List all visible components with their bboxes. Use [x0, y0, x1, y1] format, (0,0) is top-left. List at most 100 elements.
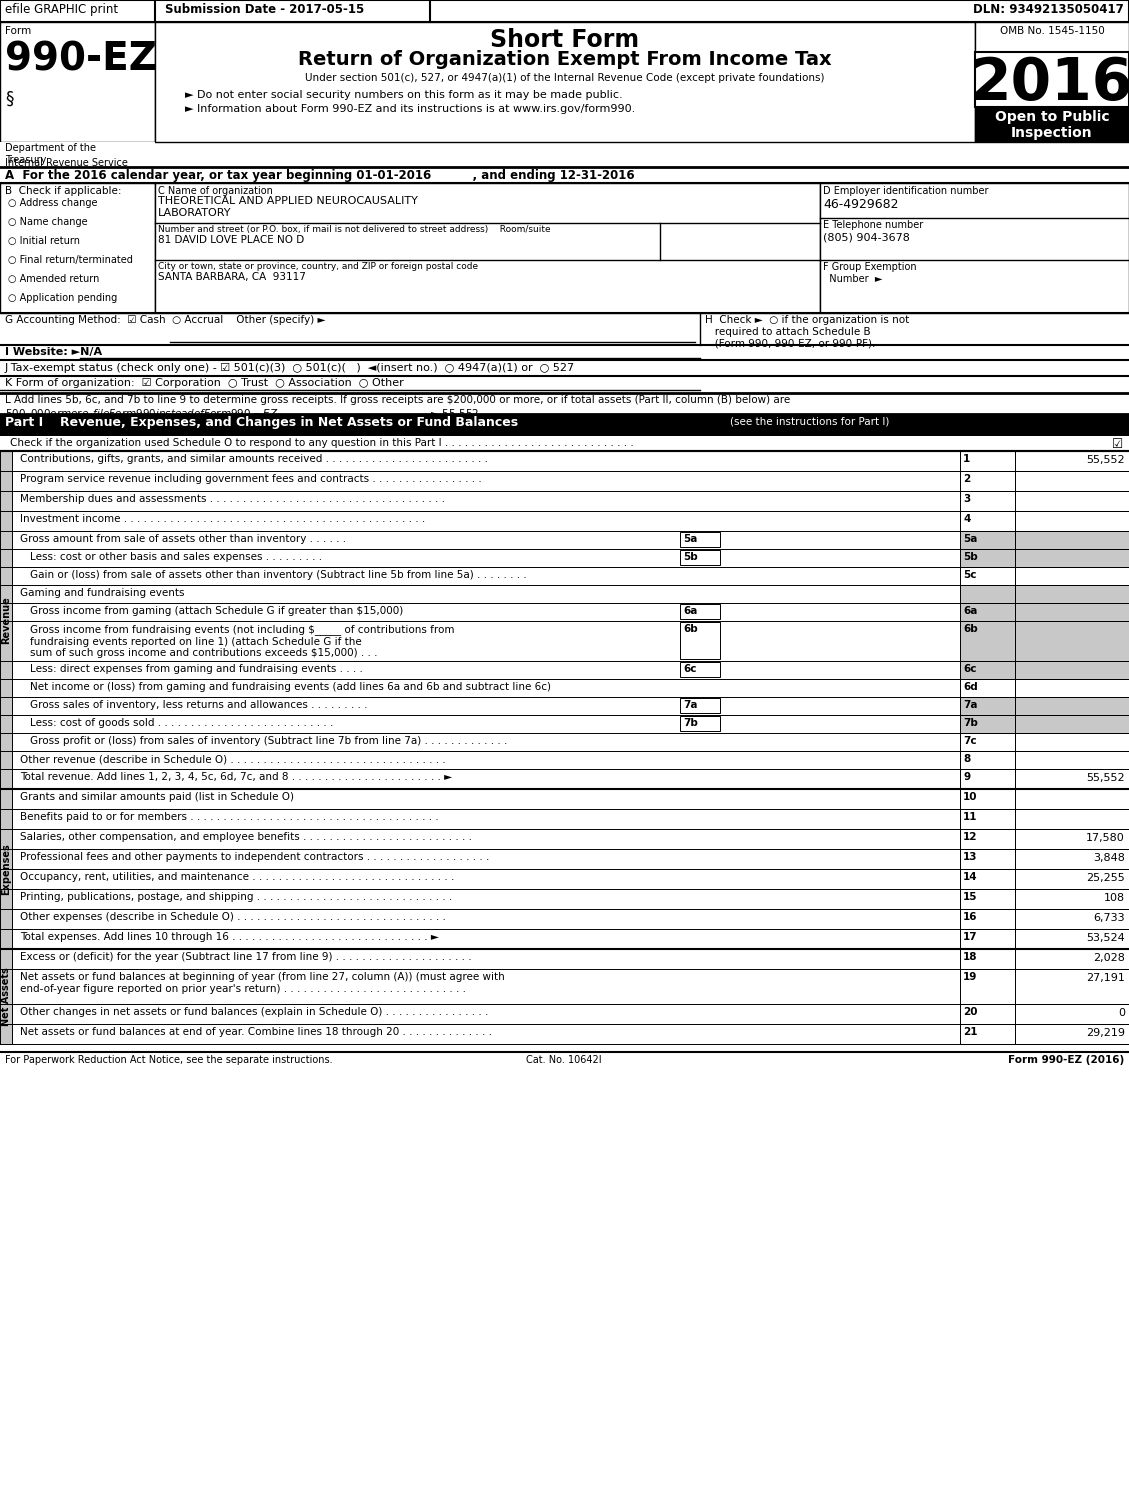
Text: ☑: ☑: [1112, 438, 1123, 450]
Text: Grants and similar amounts paid (list in Schedule O): Grants and similar amounts paid (list in…: [20, 792, 294, 803]
Text: Excess or (deficit) for the year (Subtract line 17 from line 9) . . . . . . . . : Excess or (deficit) for the year (Subtra…: [20, 952, 472, 962]
Bar: [960, 550, 1015, 566]
Text: 17,580: 17,580: [1086, 833, 1124, 843]
Text: C Name of organization: C Name of organization: [158, 187, 273, 196]
Bar: [960, 849, 1015, 869]
Bar: [960, 471, 1015, 491]
Text: 6a: 6a: [683, 605, 698, 616]
Text: Net assets or fund balances at end of year. Combine lines 18 through 20 . . . . : Net assets or fund balances at end of ye…: [20, 1027, 492, 1038]
Bar: [0, 789, 12, 949]
Bar: [960, 620, 1015, 661]
Text: Gain or (loss) from sale of assets other than inventory (Subtract line 5b from l: Gain or (loss) from sale of assets other…: [30, 569, 527, 580]
Bar: [1015, 584, 1129, 602]
Bar: [680, 715, 720, 730]
Text: 12: 12: [963, 831, 978, 842]
Bar: [0, 0, 1129, 23]
Text: 55,552: 55,552: [1086, 455, 1124, 465]
Bar: [960, 770, 1015, 789]
Bar: [1015, 809, 1129, 828]
Text: 15: 15: [963, 892, 978, 902]
Text: Net Assets: Net Assets: [1, 967, 11, 1026]
Text: OMB No. 1545-1150: OMB No. 1545-1150: [999, 26, 1104, 36]
Bar: [1015, 849, 1129, 869]
Text: E Telephone number: E Telephone number: [823, 220, 924, 230]
Text: Gross sales of inventory, less returns and allowances . . . . . . . . .: Gross sales of inventory, less returns a…: [30, 700, 368, 709]
Bar: [960, 620, 1129, 661]
Text: 7b: 7b: [683, 718, 698, 727]
Bar: [1015, 751, 1129, 770]
Text: 8: 8: [963, 755, 970, 764]
Bar: [680, 532, 720, 547]
Bar: [975, 23, 1129, 53]
Bar: [960, 968, 1015, 1005]
Bar: [680, 663, 720, 678]
Text: 14: 14: [963, 872, 978, 883]
Bar: [0, 184, 155, 313]
Text: Part I: Part I: [5, 416, 43, 429]
Text: Check if the organization used Schedule O to respond to any question in this Par: Check if the organization used Schedule …: [10, 438, 637, 447]
Text: Program service revenue including government fees and contracts . . . . . . . . : Program service revenue including govern…: [20, 474, 482, 483]
Text: Gross income from gaming (attach Schedule G if greater than $15,000): Gross income from gaming (attach Schedul…: [30, 605, 403, 616]
Bar: [960, 661, 1129, 679]
Text: 21: 21: [963, 1027, 978, 1038]
Text: SANTA BARBARA, CA  93117: SANTA BARBARA, CA 93117: [158, 273, 306, 282]
Text: Less: cost or other basis and sales expenses . . . . . . . . .: Less: cost or other basis and sales expe…: [30, 553, 322, 562]
Bar: [1015, 929, 1129, 949]
Bar: [1015, 511, 1129, 532]
Text: 0: 0: [1118, 1008, 1124, 1018]
Bar: [1015, 532, 1129, 550]
Text: ○ Initial return: ○ Initial return: [8, 236, 80, 245]
Text: B  Check if applicable:: B Check if applicable:: [5, 187, 122, 196]
Bar: [1015, 450, 1129, 471]
Text: Occupancy, rent, utilities, and maintenance . . . . . . . . . . . . . . . . . . : Occupancy, rent, utilities, and maintena…: [20, 872, 454, 883]
Bar: [960, 661, 1015, 679]
Text: Gross amount from sale of assets other than inventory . . . . . .: Gross amount from sale of assets other t…: [20, 535, 347, 544]
Text: Printing, publications, postage, and shipping . . . . . . . . . . . . . . . . . : Printing, publications, postage, and shi…: [20, 892, 453, 902]
Text: Submission Date - 2017-05-15: Submission Date - 2017-05-15: [165, 3, 365, 17]
Bar: [1015, 471, 1129, 491]
Text: 46-4929682: 46-4929682: [823, 197, 899, 211]
Bar: [1015, 828, 1129, 849]
Bar: [0, 949, 12, 1044]
Bar: [1015, 968, 1129, 1005]
Text: Membership dues and assessments . . . . . . . . . . . . . . . . . . . . . . . . : Membership dues and assessments . . . . …: [20, 494, 445, 505]
Bar: [680, 550, 720, 565]
Text: THEORETICAL AND APPLIED NEUROCAUSALITY
LABORATORY: THEORETICAL AND APPLIED NEUROCAUSALITY L…: [158, 196, 418, 217]
Bar: [680, 622, 720, 660]
Text: Other revenue (describe in Schedule O) . . . . . . . . . . . . . . . . . . . . .: Other revenue (describe in Schedule O) .…: [20, 755, 446, 764]
Text: Number and street (or P.O. box, if mail is not delivered to street address)    R: Number and street (or P.O. box, if mail …: [158, 224, 551, 233]
Bar: [960, 889, 1015, 910]
Text: Less: cost of goods sold . . . . . . . . . . . . . . . . . . . . . . . . . . .: Less: cost of goods sold . . . . . . . .…: [30, 718, 333, 727]
Bar: [960, 715, 1129, 733]
Bar: [0, 167, 1129, 184]
Text: ○ Amended return: ○ Amended return: [8, 274, 99, 285]
Text: 6,733: 6,733: [1093, 913, 1124, 923]
Text: 6b: 6b: [963, 623, 978, 634]
Text: Open to Public
Inspection: Open to Public Inspection: [995, 110, 1110, 140]
Bar: [1015, 491, 1129, 511]
Text: Benefits paid to or for members . . . . . . . . . . . . . . . . . . . . . . . . : Benefits paid to or for members . . . . …: [20, 812, 439, 822]
Text: 5b: 5b: [963, 553, 978, 562]
Text: Gross profit or (loss) from sales of inventory (Subtract line 7b from line 7a) .: Gross profit or (loss) from sales of inv…: [30, 736, 507, 745]
Text: 108: 108: [1104, 893, 1124, 904]
Bar: [1015, 733, 1129, 751]
Text: Return of Organization Exempt From Income Tax: Return of Organization Exempt From Incom…: [298, 50, 832, 69]
Text: Cat. No. 10642I: Cat. No. 10642I: [526, 1056, 602, 1065]
Bar: [960, 697, 1015, 715]
Bar: [1015, 949, 1129, 968]
Bar: [1015, 910, 1129, 929]
Bar: [0, 450, 12, 789]
Text: Salaries, other compensation, and employee benefits . . . . . . . . . . . . . . : Salaries, other compensation, and employ…: [20, 831, 472, 842]
Text: 29,219: 29,219: [1086, 1029, 1124, 1038]
Bar: [975, 53, 1129, 107]
Bar: [960, 550, 1129, 566]
Text: Less: direct expenses from gaming and fundraising events . . . .: Less: direct expenses from gaming and fu…: [30, 664, 362, 675]
Text: Professional fees and other payments to independent contractors . . . . . . . . : Professional fees and other payments to …: [20, 852, 489, 861]
Text: 6d: 6d: [963, 682, 978, 691]
Bar: [1015, 550, 1129, 566]
Text: ► Information about Form 990-EZ and its instructions is at www.irs.gov/form990.: ► Information about Form 990-EZ and its …: [185, 104, 636, 114]
Text: (see the instructions for Part I): (see the instructions for Part I): [730, 416, 890, 426]
Text: Revenue: Revenue: [1, 596, 11, 645]
Text: G Accounting Method:  ☑ Cash  ○ Accrual    Other (specify) ►: G Accounting Method: ☑ Cash ○ Accrual Ot…: [5, 315, 325, 325]
Text: 6a: 6a: [963, 605, 978, 616]
